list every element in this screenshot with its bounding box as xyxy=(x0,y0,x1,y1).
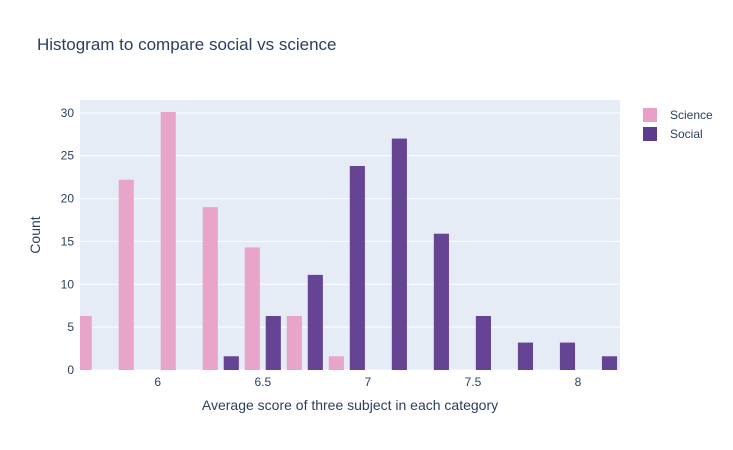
x-tick-label: 8 xyxy=(575,375,582,389)
science-bar[interactable] xyxy=(118,179,134,370)
legend-label: Social xyxy=(670,127,703,141)
y-tick-label: 15 xyxy=(61,234,75,248)
x-tick-label: 7.5 xyxy=(465,375,482,389)
social-bar[interactable] xyxy=(559,342,576,370)
science-bar[interactable] xyxy=(77,316,92,370)
y-tick-label: 10 xyxy=(61,277,75,291)
legend-swatch xyxy=(643,108,657,122)
social-bar[interactable] xyxy=(391,138,407,370)
x-tick-label: 7 xyxy=(365,375,372,389)
y-tick-label: 0 xyxy=(67,363,74,377)
science-bar[interactable] xyxy=(328,356,344,370)
legend-label: Science xyxy=(670,108,713,122)
science-bar[interactable] xyxy=(202,207,218,370)
x-tick-label: 6 xyxy=(154,375,161,389)
social-bar[interactable] xyxy=(349,166,365,370)
science-bar[interactable] xyxy=(160,112,176,370)
social-bar[interactable] xyxy=(265,316,281,370)
science-bar[interactable] xyxy=(286,316,302,370)
y-axis-ticks: 0 5 10 15 20 25 30 xyxy=(61,106,75,377)
social-bar[interactable] xyxy=(307,274,323,370)
bars xyxy=(77,112,618,370)
x-axis-title: Average score of three subject in each c… xyxy=(202,397,498,413)
y-tick-label: 30 xyxy=(61,106,75,120)
social-bar[interactable] xyxy=(601,356,618,370)
y-tick-label: 20 xyxy=(61,192,75,206)
social-bar[interactable] xyxy=(475,316,491,370)
legend-swatch xyxy=(643,127,657,141)
social-bar[interactable] xyxy=(433,233,449,370)
social-bar[interactable] xyxy=(223,356,239,370)
science-bar[interactable] xyxy=(244,247,260,370)
chart-title: Histogram to compare social vs science xyxy=(37,35,337,54)
legend[interactable]: Science Social xyxy=(643,108,713,141)
legend-item-science[interactable]: Science xyxy=(643,108,713,122)
y-tick-label: 25 xyxy=(61,149,75,163)
y-tick-label: 5 xyxy=(67,320,74,334)
legend-item-social[interactable]: Social xyxy=(643,127,703,141)
x-axis-ticks: 6 6.5 7 7.5 8 xyxy=(154,375,581,389)
social-bar[interactable] xyxy=(517,342,534,370)
y-axis-title: Count xyxy=(27,216,43,253)
x-tick-label: 6.5 xyxy=(254,375,271,389)
